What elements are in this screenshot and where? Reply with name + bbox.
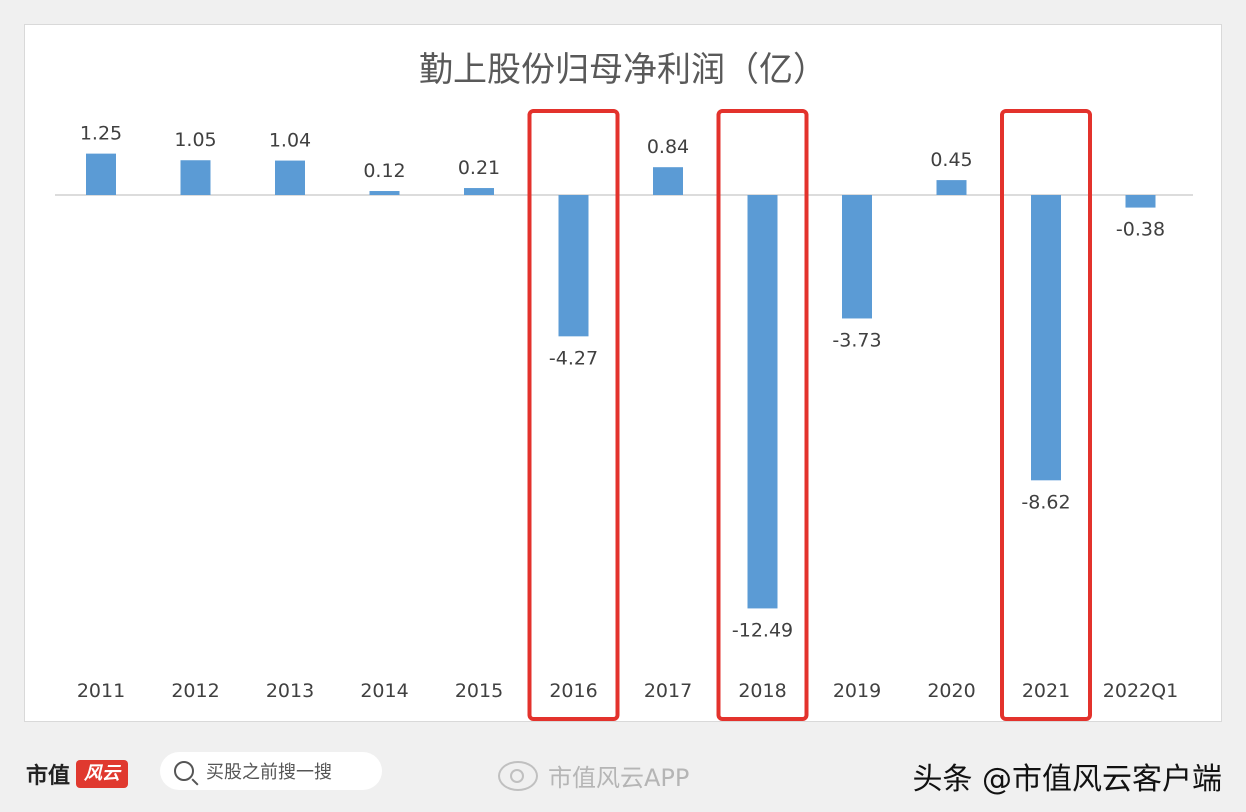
data-label-2011: 1.25 <box>80 123 122 145</box>
bar-2018 <box>747 195 778 609</box>
bar-2011 <box>86 153 116 195</box>
bar-2012 <box>180 160 211 195</box>
search-input[interactable]: 买股之前搜一搜 <box>160 752 382 790</box>
x-tick-label-2018: 2018 <box>738 680 786 702</box>
weibo-watermark: 市值风云APP <box>498 758 689 793</box>
footer: 市值 风云 买股之前搜一搜 市值风云APP 头条 @市值风云客户端 <box>0 736 1246 812</box>
toutiao-credit: 头条 @市值风云客户端 <box>912 762 1222 797</box>
highlight-box-2021 <box>1000 109 1092 721</box>
data-label-2012: 1.05 <box>174 129 216 151</box>
data-label-2020: 0.45 <box>930 149 972 171</box>
highlight-box-2018 <box>716 109 809 721</box>
x-tick-label-2013: 2013 <box>266 680 314 702</box>
x-tick-label-2012: 2012 <box>171 680 219 702</box>
brand-name: 市值 <box>26 764 71 789</box>
bar-chart: 勤上股份归母净利润（亿） 1.25 2011 1.05 2012 1.04 2013 0.1… <box>55 50 1193 721</box>
bar-2013 <box>275 160 305 195</box>
x-tick-label-2017: 2017 <box>644 680 692 702</box>
x-tick-label-2014: 2014 <box>360 680 408 702</box>
data-label-2014: 0.12 <box>363 160 405 182</box>
bar-2021 <box>1031 195 1061 481</box>
chart-card: 勤上股份归母净利润（亿） 1.25 2011 1.05 2012 1.04 2013 0.1… <box>24 24 1222 722</box>
weibo-icon <box>498 760 538 791</box>
x-tick-label-2016: 2016 <box>549 680 597 702</box>
bar-2017 <box>653 167 683 195</box>
brand-badge: 风云 <box>76 760 129 788</box>
search-icon <box>174 761 194 781</box>
x-tick-label-2020: 2020 <box>927 680 975 702</box>
data-label-2018: -12.49 <box>732 619 793 641</box>
bar-2020 <box>936 180 967 195</box>
brand-logo: 市值 风云 <box>26 758 129 790</box>
data-label-2013: 1.04 <box>269 130 311 152</box>
x-tick-label-2021: 2021 <box>1022 680 1070 702</box>
bar-2022Q1 <box>1125 195 1156 208</box>
bars-group: 1.25 2011 1.05 2012 1.04 2013 0.12 2014 0.21 2015… <box>77 109 1178 721</box>
x-tick-label-2011: 2011 <box>77 680 125 702</box>
chart-title: 勤上股份归母净利润（亿） <box>419 50 827 90</box>
x-tick-label-2019: 2019 <box>833 680 881 702</box>
search-placeholder: 买股之前搜一搜 <box>206 762 332 783</box>
data-label-2022Q1: -0.38 <box>1116 219 1165 241</box>
weibo-text: 市值风云APP <box>548 764 690 792</box>
x-tick-label-2022Q1: 2022Q1 <box>1103 680 1178 702</box>
data-label-2021: -8.62 <box>1021 491 1070 513</box>
bar-2015 <box>464 188 494 195</box>
data-label-2015: 0.21 <box>458 157 500 179</box>
data-label-2019: -3.73 <box>832 329 881 351</box>
data-label-2017: 0.84 <box>647 136 689 158</box>
bar-2014 <box>369 191 400 195</box>
x-tick-label-2015: 2015 <box>455 680 503 702</box>
data-label-2016: -4.27 <box>549 347 598 369</box>
bar-2019 <box>842 195 872 319</box>
highlight-box-2016 <box>527 109 620 721</box>
bar-2016 <box>558 195 589 337</box>
